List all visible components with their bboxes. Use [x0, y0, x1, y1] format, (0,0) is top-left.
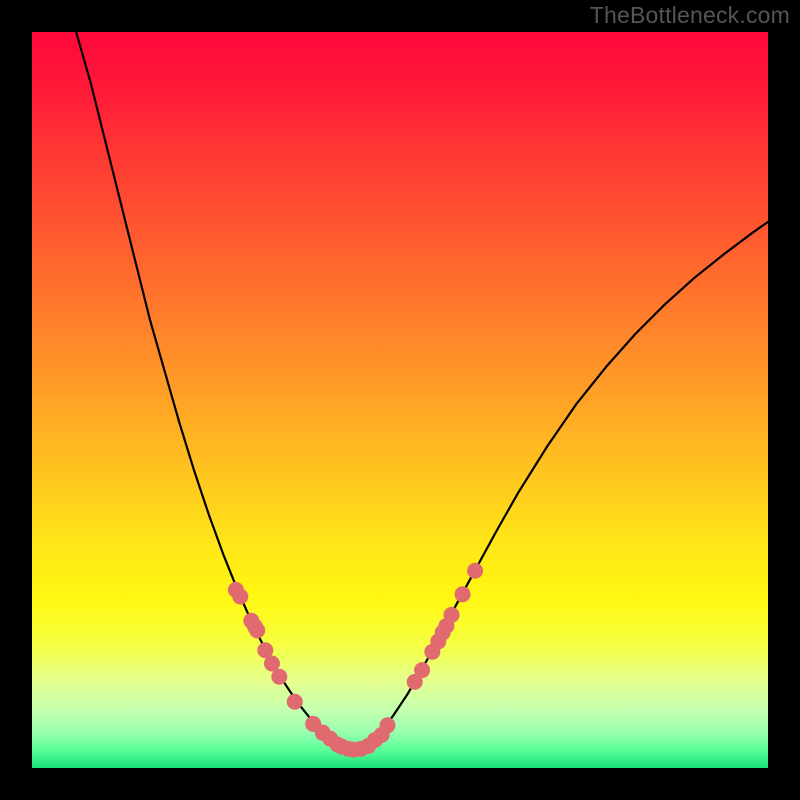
data-point [379, 717, 395, 733]
data-point [467, 563, 483, 579]
data-point [232, 589, 248, 605]
data-point [414, 662, 430, 678]
data-point [271, 669, 287, 685]
data-point [287, 694, 303, 710]
data-point [444, 607, 460, 623]
data-point [249, 622, 265, 638]
bottleneck-chart [32, 32, 768, 768]
gradient-background [32, 32, 768, 768]
watermark-text: TheBottleneck.com [590, 2, 790, 29]
data-point [455, 586, 471, 602]
